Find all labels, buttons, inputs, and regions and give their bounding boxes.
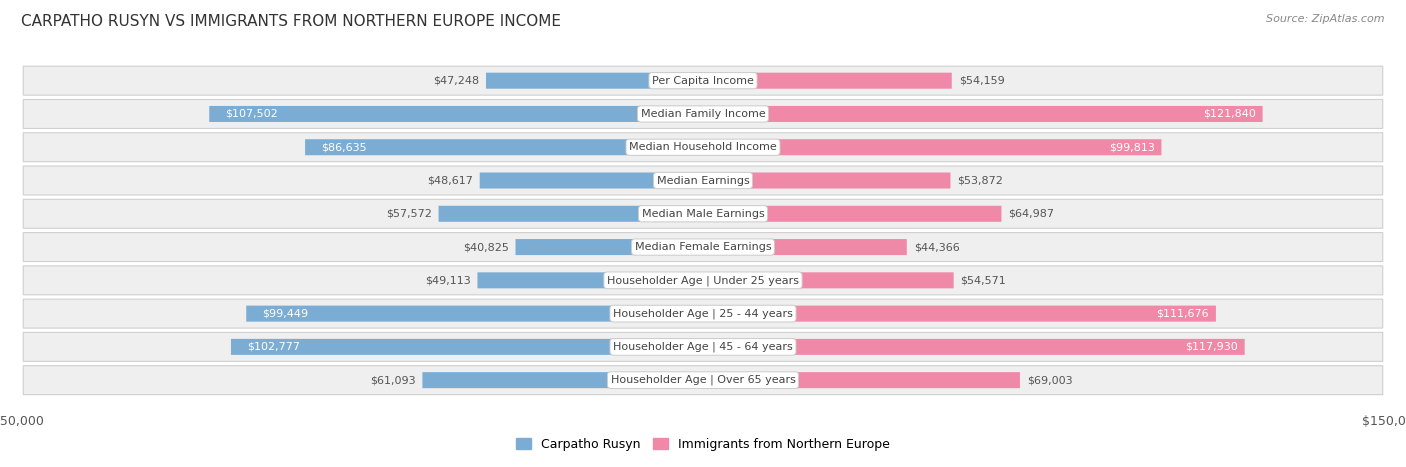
Text: Householder Age | Over 65 years: Householder Age | Over 65 years	[610, 375, 796, 385]
Text: $54,571: $54,571	[960, 276, 1007, 285]
FancyBboxPatch shape	[305, 139, 703, 155]
Text: $86,635: $86,635	[321, 142, 367, 152]
FancyBboxPatch shape	[486, 73, 703, 89]
Text: $69,003: $69,003	[1026, 375, 1073, 385]
Text: $40,825: $40,825	[463, 242, 509, 252]
Text: CARPATHO RUSYN VS IMMIGRANTS FROM NORTHERN EUROPE INCOME: CARPATHO RUSYN VS IMMIGRANTS FROM NORTHE…	[21, 14, 561, 29]
FancyBboxPatch shape	[422, 372, 703, 388]
Text: $54,159: $54,159	[959, 76, 1004, 85]
FancyBboxPatch shape	[24, 66, 1382, 95]
Text: $107,502: $107,502	[225, 109, 278, 119]
Text: Householder Age | 45 - 64 years: Householder Age | 45 - 64 years	[613, 342, 793, 352]
FancyBboxPatch shape	[703, 172, 950, 189]
Text: $47,248: $47,248	[433, 76, 479, 85]
FancyBboxPatch shape	[703, 73, 952, 89]
Text: $111,676: $111,676	[1156, 309, 1209, 318]
Text: $102,777: $102,777	[247, 342, 299, 352]
Text: Median Earnings: Median Earnings	[657, 176, 749, 185]
Text: $117,930: $117,930	[1185, 342, 1237, 352]
Text: $121,840: $121,840	[1204, 109, 1256, 119]
FancyBboxPatch shape	[479, 172, 703, 189]
Text: $57,572: $57,572	[385, 209, 432, 219]
Text: Median Household Income: Median Household Income	[628, 142, 778, 152]
FancyBboxPatch shape	[703, 372, 1019, 388]
FancyBboxPatch shape	[703, 305, 1216, 322]
Text: $49,113: $49,113	[425, 276, 471, 285]
FancyBboxPatch shape	[24, 199, 1382, 228]
FancyBboxPatch shape	[478, 272, 703, 288]
FancyBboxPatch shape	[231, 339, 703, 355]
Text: Householder Age | 25 - 44 years: Householder Age | 25 - 44 years	[613, 308, 793, 319]
FancyBboxPatch shape	[24, 133, 1382, 162]
Text: Source: ZipAtlas.com: Source: ZipAtlas.com	[1267, 14, 1385, 24]
FancyBboxPatch shape	[209, 106, 703, 122]
Text: $53,872: $53,872	[957, 176, 1004, 185]
Legend: Carpatho Rusyn, Immigrants from Northern Europe: Carpatho Rusyn, Immigrants from Northern…	[516, 438, 890, 451]
FancyBboxPatch shape	[24, 366, 1382, 395]
Text: $99,449: $99,449	[263, 309, 308, 318]
Text: Median Female Earnings: Median Female Earnings	[634, 242, 772, 252]
Text: Median Male Earnings: Median Male Earnings	[641, 209, 765, 219]
FancyBboxPatch shape	[703, 272, 953, 288]
Text: $61,093: $61,093	[370, 375, 416, 385]
FancyBboxPatch shape	[24, 166, 1382, 195]
Text: Median Family Income: Median Family Income	[641, 109, 765, 119]
Text: $99,813: $99,813	[1109, 142, 1154, 152]
Text: $48,617: $48,617	[427, 176, 472, 185]
Text: $64,987: $64,987	[1008, 209, 1054, 219]
Text: Per Capita Income: Per Capita Income	[652, 76, 754, 85]
FancyBboxPatch shape	[24, 299, 1382, 328]
FancyBboxPatch shape	[703, 206, 1001, 222]
FancyBboxPatch shape	[439, 206, 703, 222]
Text: Householder Age | Under 25 years: Householder Age | Under 25 years	[607, 275, 799, 286]
FancyBboxPatch shape	[703, 239, 907, 255]
FancyBboxPatch shape	[246, 305, 703, 322]
FancyBboxPatch shape	[24, 266, 1382, 295]
FancyBboxPatch shape	[24, 99, 1382, 128]
FancyBboxPatch shape	[516, 239, 703, 255]
FancyBboxPatch shape	[24, 333, 1382, 361]
FancyBboxPatch shape	[703, 139, 1161, 155]
FancyBboxPatch shape	[24, 233, 1382, 262]
FancyBboxPatch shape	[703, 106, 1263, 122]
FancyBboxPatch shape	[703, 339, 1244, 355]
Text: $44,366: $44,366	[914, 242, 959, 252]
